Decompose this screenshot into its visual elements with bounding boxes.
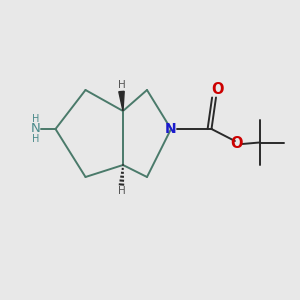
Text: O: O xyxy=(211,82,224,97)
Text: O: O xyxy=(231,136,243,152)
Text: H: H xyxy=(32,134,39,145)
Text: N: N xyxy=(165,122,177,136)
Polygon shape xyxy=(119,91,124,111)
Text: H: H xyxy=(118,186,125,197)
Text: H: H xyxy=(118,80,125,90)
Text: N: N xyxy=(31,122,40,136)
Text: H: H xyxy=(32,113,39,124)
